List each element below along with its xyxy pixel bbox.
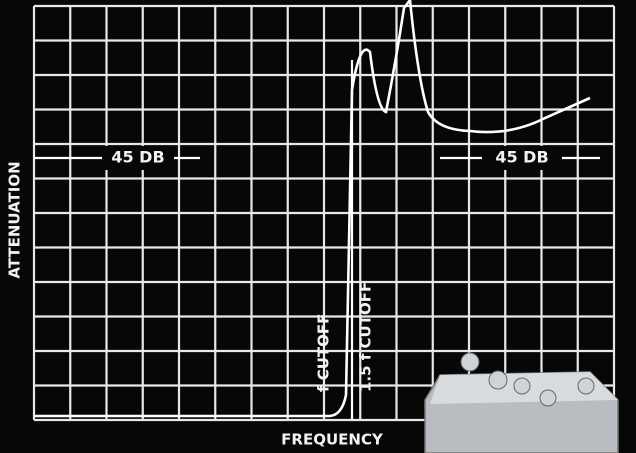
y-axis-label: ATTENUATION (6, 161, 24, 278)
grid (32, 4, 616, 422)
x-axis-label: FREQUENCY (281, 431, 384, 449)
level-label: 45 DB (111, 148, 164, 167)
terminal (460, 352, 480, 372)
terminal (513, 377, 531, 395)
filter-component (424, 352, 619, 453)
label-bg (102, 146, 174, 170)
terminal (539, 389, 557, 407)
response-curve (34, 0, 591, 418)
level-label: 45 DB (495, 148, 548, 167)
terminal (577, 377, 595, 395)
terminal (488, 370, 508, 390)
cutoff-label: f CUTOFF (315, 314, 333, 392)
label-bg (482, 146, 562, 170)
cutoff-label: 1.5 f CUTOFF (357, 282, 375, 392)
